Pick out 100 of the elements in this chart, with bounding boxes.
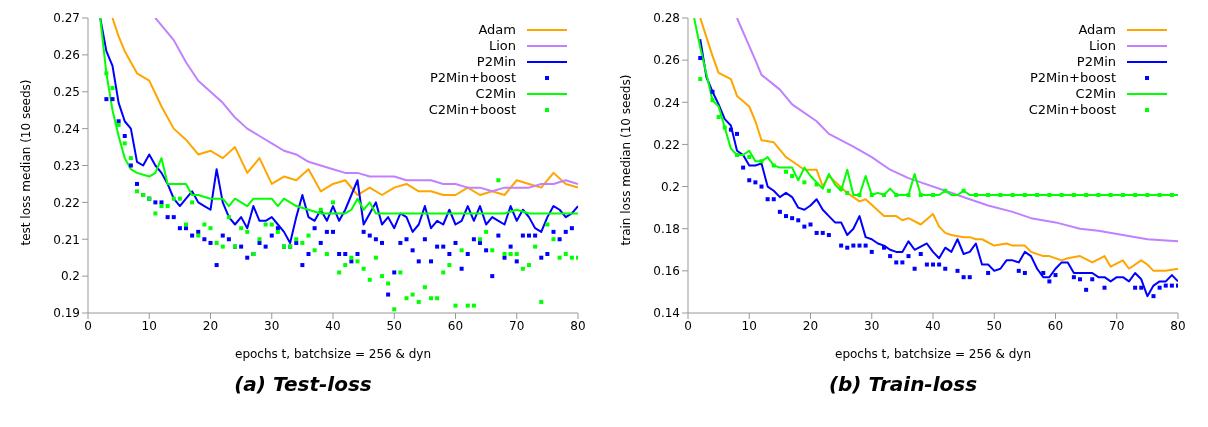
point (1169, 283, 1174, 288)
legend-label: P2Min+boost (429, 70, 516, 86)
point (1163, 283, 1168, 288)
legend-label: C2Min (475, 86, 516, 102)
x-axis-title: epochs t, batchsize = 256 & dyn (835, 347, 1031, 361)
point (986, 193, 991, 197)
y-tick-label: 0.23 (53, 158, 80, 173)
y-tick-label: 0.2 (660, 179, 680, 194)
point (716, 115, 721, 120)
point (918, 252, 923, 256)
point (710, 89, 715, 94)
point (961, 188, 966, 193)
point (747, 178, 752, 183)
point (1035, 193, 1040, 197)
point (894, 260, 899, 265)
point (753, 180, 758, 185)
point (1139, 285, 1144, 290)
point (900, 260, 905, 265)
y-tick-label: 0.18 (653, 221, 680, 236)
point (735, 131, 739, 136)
x-tick-label: 60 (447, 318, 464, 333)
point (1157, 285, 1162, 290)
point (1145, 193, 1150, 197)
x-tick-label: 70 (1109, 318, 1125, 333)
point (961, 275, 966, 280)
point (888, 254, 893, 259)
point (1133, 193, 1138, 197)
point (955, 268, 960, 273)
point (1102, 285, 1107, 290)
point (759, 184, 764, 189)
x-axis-title: epochs t, batchsize = 256 & dyn (235, 347, 431, 361)
point (808, 222, 813, 227)
y-tick-label: 0.27 (53, 11, 80, 26)
legend-label: P2Min (476, 54, 516, 70)
point (710, 98, 715, 103)
point (790, 216, 795, 221)
y-axis-title: test loss median (10 seeds) (19, 79, 34, 246)
legend-label: Lion (488, 38, 516, 54)
legend-label: P2Min+boost (1029, 70, 1116, 86)
point (796, 218, 801, 223)
legend-label: C2Min (1075, 86, 1116, 102)
y-tick-label: 0.22 (53, 195, 80, 210)
x-tick-label: 0 (84, 318, 92, 333)
y-tick-label: 0.25 (53, 85, 80, 100)
point (790, 174, 795, 179)
point (1053, 273, 1058, 278)
point (777, 209, 782, 214)
point (845, 245, 850, 250)
x-tick-label: 20 (802, 318, 819, 333)
point (931, 193, 935, 197)
y-tick-label: 0.24 (653, 95, 680, 110)
x-tick-label: 50 (986, 318, 1002, 333)
point (735, 152, 739, 157)
point (967, 275, 972, 280)
legend-label: Lion (1088, 38, 1116, 54)
point (869, 249, 874, 254)
point (1047, 193, 1052, 197)
point (1059, 193, 1064, 197)
point (1016, 268, 1021, 273)
x-tick-label: 80 (1170, 318, 1186, 333)
y-tick-label: 0.24 (53, 121, 80, 136)
point (722, 125, 727, 130)
x-tick-label: 60 (1047, 318, 1064, 333)
line-series (736, 18, 1178, 243)
point (943, 188, 948, 193)
point (698, 56, 703, 61)
text: (b) Train-loss (827, 372, 979, 396)
y-tick-label: 0.16 (653, 264, 680, 279)
line-series (699, 38, 1178, 298)
point (1078, 277, 1082, 282)
point (943, 266, 948, 271)
point (1090, 277, 1095, 282)
y-tick-label: 0.26 (53, 48, 80, 63)
x-tick-label: 0 (684, 318, 692, 333)
point (814, 230, 819, 235)
point (857, 243, 862, 248)
y-tick-label: 0.22 (653, 137, 680, 152)
point (839, 243, 844, 248)
point (802, 224, 807, 229)
point (784, 169, 788, 174)
point (863, 243, 868, 248)
x-tick-label: 80 (570, 318, 586, 333)
point (1151, 294, 1156, 299)
point (1169, 193, 1174, 197)
point (771, 197, 776, 202)
point (1047, 279, 1052, 284)
point (845, 190, 850, 195)
point (728, 127, 733, 132)
point (839, 186, 844, 191)
point (986, 270, 991, 275)
point (906, 254, 911, 259)
x-tick-label: 30 (864, 318, 880, 333)
y-tick-label: 0.2 (60, 269, 80, 284)
point (826, 188, 831, 193)
point (802, 180, 807, 185)
point (784, 214, 788, 219)
legend-label: C2Min+boost (428, 102, 516, 118)
point (1022, 270, 1027, 275)
point (869, 193, 874, 197)
legend-label: C2Min+boost (1028, 102, 1116, 118)
